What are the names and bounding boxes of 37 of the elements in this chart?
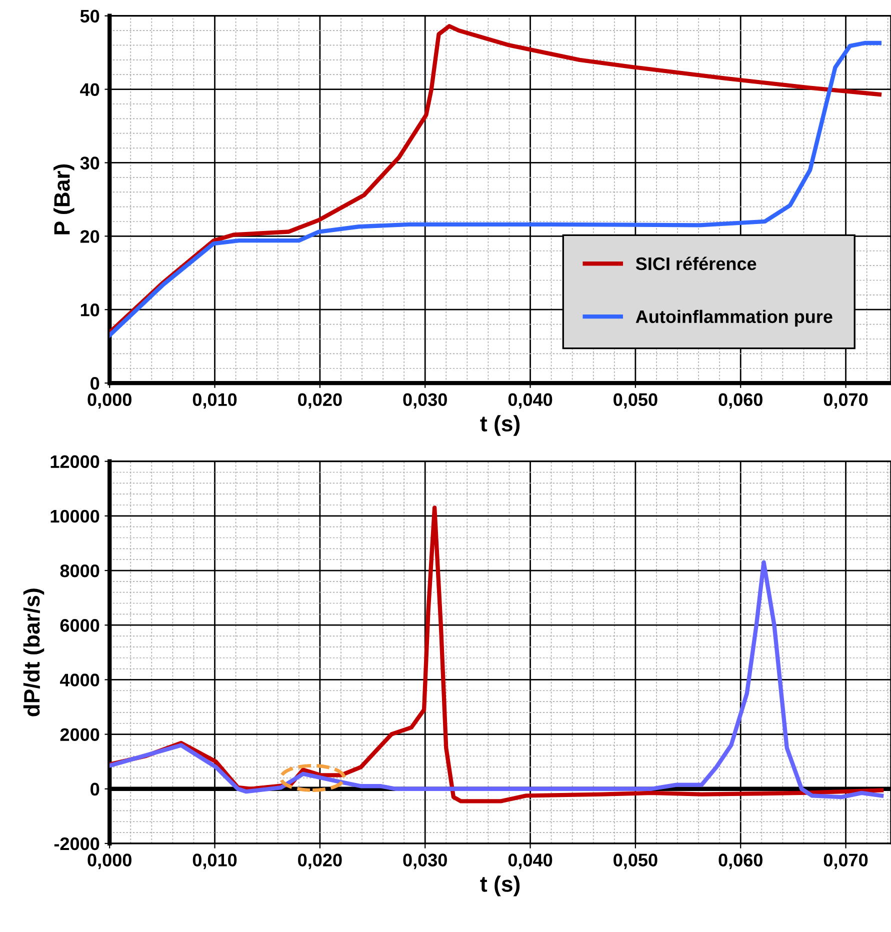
x-tick-label: 0,030 <box>403 854 447 870</box>
x-tick-label: 0,030 <box>403 393 447 409</box>
x-tick-label: 0,010 <box>192 393 237 409</box>
y-axis-title: P (Bar) <box>54 164 74 234</box>
y-tick-label: 0 <box>90 376 100 390</box>
y-tick-label: 2000 <box>60 728 100 742</box>
y-tick-label: 12000 <box>50 455 100 468</box>
y-tick-label: 10000 <box>50 510 100 523</box>
x-tick-label: 0,010 <box>192 854 237 870</box>
x-tick-label: 0,040 <box>508 393 552 409</box>
y-tick-label: 6000 <box>60 619 100 632</box>
x-tick-label: 0,070 <box>824 854 868 870</box>
x-tick-label: 0,050 <box>614 393 658 409</box>
x-axis-title: t (s) <box>480 415 520 436</box>
x-tick-label: 0,000 <box>88 393 132 409</box>
y-tick-label: 50 <box>80 10 100 23</box>
x-tick-label: 0,000 <box>88 854 132 870</box>
x-tick-label: 0,060 <box>718 393 762 409</box>
y-tick-label: -2000 <box>54 837 100 850</box>
legend-label: SICI référence <box>636 256 756 270</box>
x-axis-title: t (s) <box>480 876 520 896</box>
y-tick-label: 30 <box>80 156 100 170</box>
y-tick-label: 10 <box>80 304 100 316</box>
x-tick-label: 0,050 <box>614 854 658 870</box>
x-tick-label: 0,070 <box>824 393 868 409</box>
x-tick-label: 0,060 <box>718 854 762 870</box>
x-tick-label: 0,040 <box>508 854 552 870</box>
y-tick-label: 8000 <box>60 564 100 578</box>
x-tick-label: 0,020 <box>298 854 342 870</box>
y-axis-title: dP/dt (bar/s) <box>23 588 44 716</box>
legend-label: Autoinflammation pure <box>636 310 832 327</box>
y-tick-label: 0 <box>90 782 100 796</box>
y-tick-label: 20 <box>80 230 100 243</box>
y-tick-label: 40 <box>80 83 100 96</box>
line-series <box>110 560 884 800</box>
y-tick-label: 4000 <box>60 674 100 686</box>
x-tick-label: 0,020 <box>298 393 342 409</box>
